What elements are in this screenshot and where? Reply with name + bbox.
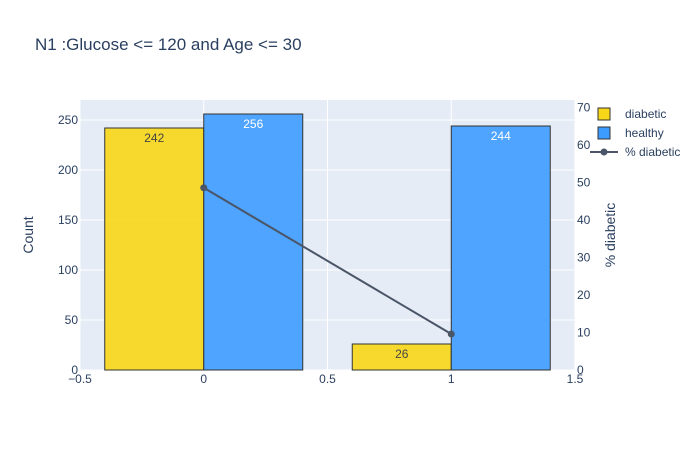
y2-tick-label: 60	[577, 138, 591, 152]
y2-axis-title: % diabetic	[602, 203, 618, 268]
y2-tick-label: 20	[577, 288, 591, 302]
y2-tick-label: 70	[577, 101, 591, 115]
legend-swatch	[597, 126, 611, 140]
legend-item[interactable]: healthy	[597, 126, 664, 140]
y2-tick-label: 30	[577, 251, 591, 265]
y2-tick-label: 40	[577, 213, 591, 227]
percent-diabetic-line	[203, 186, 452, 335]
y-tick-label: 100	[58, 263, 78, 277]
line-series	[200, 184, 455, 338]
bar-diabetic	[104, 127, 205, 371]
bar-diabetic	[351, 343, 452, 371]
x-tick-label: 0.5	[319, 372, 336, 386]
bar-data-label: 244	[491, 129, 511, 143]
legend: diabetic healthy % diabetic	[590, 107, 680, 159]
percent-diabetic-point	[447, 330, 455, 338]
y2-tick-label: 0	[577, 363, 584, 377]
bar-healthy	[203, 113, 304, 371]
y2-axis: 0 10 20 30 40 50 60 70	[577, 101, 591, 378]
y-tick-label: 50	[65, 313, 79, 327]
legend-label: diabetic	[625, 107, 666, 121]
legend-label: % diabetic	[625, 145, 680, 159]
y-tick-label: 200	[58, 163, 78, 177]
legend-marker	[600, 148, 608, 156]
y2-tick-label: 10	[577, 326, 591, 340]
x-tick-label: 1.5	[567, 372, 584, 386]
y2-tick-label: 50	[577, 176, 591, 190]
x-tick-label: −0.5	[68, 372, 92, 386]
x-tick-label: 1	[448, 372, 455, 386]
bar-healthy	[450, 125, 551, 371]
bar-data-label: 26	[395, 347, 409, 361]
x-axis: −0.5 0 0.5 1 1.5	[68, 372, 584, 386]
y-tick-label: 150	[58, 213, 78, 227]
legend-swatch	[597, 107, 611, 121]
legend-label: healthy	[625, 126, 664, 140]
legend-item[interactable]: % diabetic	[590, 145, 680, 159]
percent-diabetic-point	[200, 184, 208, 192]
y-tick-label: 0	[71, 363, 78, 377]
bar-data-label: 242	[144, 131, 164, 145]
y-axis: 0 50 100 150 200 250	[58, 113, 78, 377]
y-tick-label: 250	[58, 113, 78, 127]
bar-data-label: 256	[243, 117, 263, 131]
x-tick-label: 0	[200, 372, 207, 386]
bars: 242 26 256 244	[104, 113, 551, 371]
chart-title: N1 :Glucose <= 120 and Age <= 30	[35, 35, 302, 54]
y-axis-title: Count	[20, 216, 36, 253]
legend-item[interactable]: diabetic	[597, 107, 666, 121]
